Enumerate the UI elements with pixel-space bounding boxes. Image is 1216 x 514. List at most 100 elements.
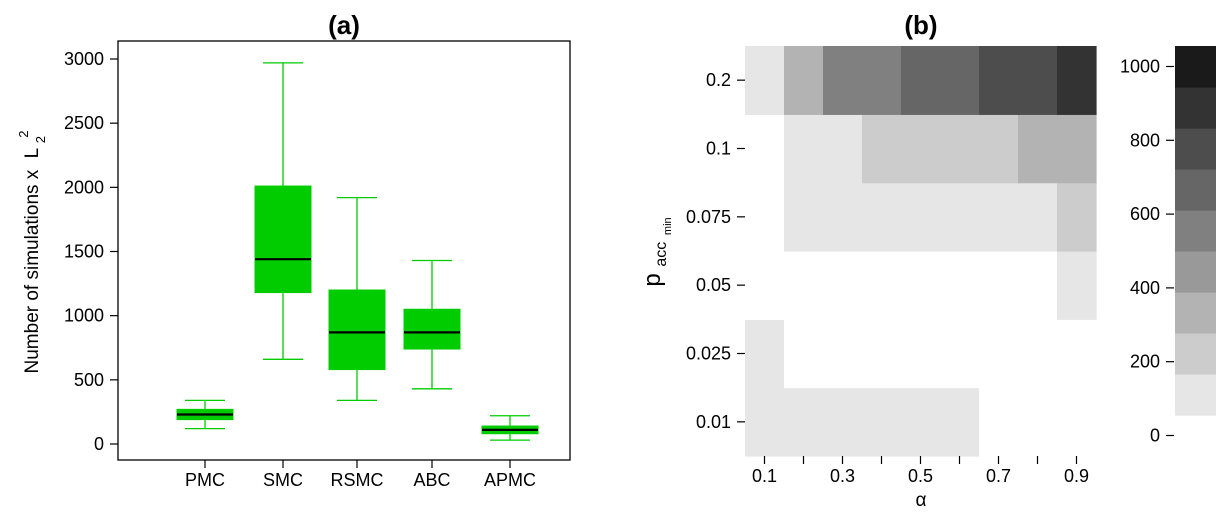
box-pmc <box>176 399 234 430</box>
heatmap-cell <box>901 319 941 389</box>
colorbar-tick-label: 600 <box>1130 204 1160 224</box>
x-tick-label: 0.7 <box>986 466 1011 486</box>
colorbar-tick-label: 1000 <box>1120 57 1160 77</box>
heatmap-cell <box>901 387 941 457</box>
x-tick-label: PMC <box>185 470 225 490</box>
y-tick-label: 500 <box>74 370 104 390</box>
heatmap-cell <box>979 114 1019 184</box>
heatmap-cell <box>823 182 863 252</box>
y-label-min: min <box>662 217 674 235</box>
colorbar-swatch <box>1175 292 1216 334</box>
heatmap-cell <box>940 46 980 115</box>
y-tick-label: 3000 <box>64 49 104 69</box>
heatmap-cell <box>1018 251 1058 320</box>
y-label-p: p <box>639 273 666 286</box>
boxplot-y-axis: 0 500 1000 1500 2000 2500 3000 <box>64 49 118 454</box>
x-tick-label: APMC <box>484 470 536 490</box>
y-tick-label: 0.2 <box>706 70 731 90</box>
box-abc <box>403 259 461 390</box>
heatmap-cell <box>1057 46 1097 115</box>
y-tick-label: 0.1 <box>706 139 731 159</box>
heatmap-cell <box>901 182 941 252</box>
heatmap-cell <box>1018 114 1058 184</box>
colorbar-tick-label: 200 <box>1130 352 1160 372</box>
heatmap-cell <box>1057 182 1097 252</box>
heatmap-cell <box>745 251 785 320</box>
boxplot-panel: (a) 0 500 1000 1500 2000 2500 3000 PMC SMC RSMC A… <box>16 10 571 490</box>
y-label-subscript: 2 <box>33 136 48 143</box>
heatmap-cell <box>1018 182 1058 252</box>
box-smc <box>254 62 312 360</box>
y-label-superscript: 2 <box>16 131 31 138</box>
heatmap-cell <box>823 46 863 115</box>
heatmap-cell <box>979 251 1019 320</box>
heatmap-cell <box>862 319 902 389</box>
colorbar-swatch <box>1175 87 1216 129</box>
heatmap-cell <box>901 251 941 320</box>
colorbar-swatch <box>1175 415 1216 457</box>
heatmap-cell <box>784 46 824 115</box>
x-tick-label: 0.9 <box>1064 466 1089 486</box>
colorbar-tick-label: 400 <box>1130 278 1160 298</box>
colorbar-swatch <box>1175 374 1216 416</box>
heatmap-cells <box>745 46 1097 457</box>
box-body <box>254 185 312 294</box>
heatmap-cell <box>823 387 863 457</box>
colorbar-swatches <box>1175 46 1216 457</box>
heatmap-x-axis-label: α <box>916 490 927 511</box>
y-label-text: Number of simulations x <box>22 169 43 373</box>
y-tick-label: 0.025 <box>686 344 731 364</box>
heatmap-cell <box>1018 387 1058 457</box>
heatmap-cell <box>784 114 824 184</box>
colorbar-axis: 0 200 400 600 800 1000 <box>1120 57 1174 446</box>
heatmap-cell <box>862 114 902 184</box>
boxplot-boxes <box>176 62 539 441</box>
colorbar-swatch <box>1175 251 1216 293</box>
heatmap-cell <box>862 182 902 252</box>
heatmap-cell <box>745 46 785 115</box>
x-tick-label: ABC <box>413 470 450 490</box>
heatmap-cell <box>1057 251 1097 320</box>
heatmap-cell <box>940 387 980 457</box>
heatmap-cell <box>940 319 980 389</box>
colorbar-tick-label: 800 <box>1130 130 1160 150</box>
heatmap-cell <box>745 182 785 252</box>
x-tick-label: 0.1 <box>752 466 777 486</box>
heatmap-cell <box>979 46 1019 115</box>
heatmap-title: (b) <box>904 10 937 40</box>
heatmap-cell <box>745 114 785 184</box>
heatmap-cell <box>979 182 1019 252</box>
heatmap-cell <box>940 114 980 184</box>
y-tick-label: 0 <box>94 434 104 454</box>
box-body <box>403 308 461 350</box>
y-tick-label: 2500 <box>64 113 104 133</box>
heatmap-cell <box>784 182 824 252</box>
box-apmc <box>481 415 539 441</box>
y-label-acc: acc <box>653 242 670 267</box>
heatmap-cell <box>979 387 1019 457</box>
boxplot-title: (a) <box>328 10 360 40</box>
heatmap-cell <box>1057 114 1097 184</box>
y-label-symbol: L <box>22 148 43 158</box>
x-tick-label: RSMC <box>331 470 384 490</box>
colorbar-swatch <box>1175 210 1216 252</box>
heatmap-cell <box>745 387 785 457</box>
y-tick-label: 0.075 <box>686 207 731 227</box>
boxplot-x-axis: PMC SMC RSMC ABC APMC <box>185 460 536 490</box>
heatmap-cell <box>823 319 863 389</box>
heatmap-cell <box>784 319 824 389</box>
x-tick-label: SMC <box>263 470 303 490</box>
box-body <box>328 289 386 371</box>
heatmap-cell <box>1057 387 1097 457</box>
heatmap-x-axis: 0.1 0.3 0.5 0.7 0.9 <box>752 456 1089 486</box>
heatmap-cell <box>784 387 824 457</box>
heatmap-cell <box>940 251 980 320</box>
heatmap-cell <box>901 114 941 184</box>
heatmap-cell <box>1018 319 1058 389</box>
heatmap-y-axis-label: p acc min <box>639 217 674 286</box>
heatmap-cell <box>979 319 1019 389</box>
colorbar-swatch <box>1175 46 1216 88</box>
heatmap-cell <box>862 387 902 457</box>
